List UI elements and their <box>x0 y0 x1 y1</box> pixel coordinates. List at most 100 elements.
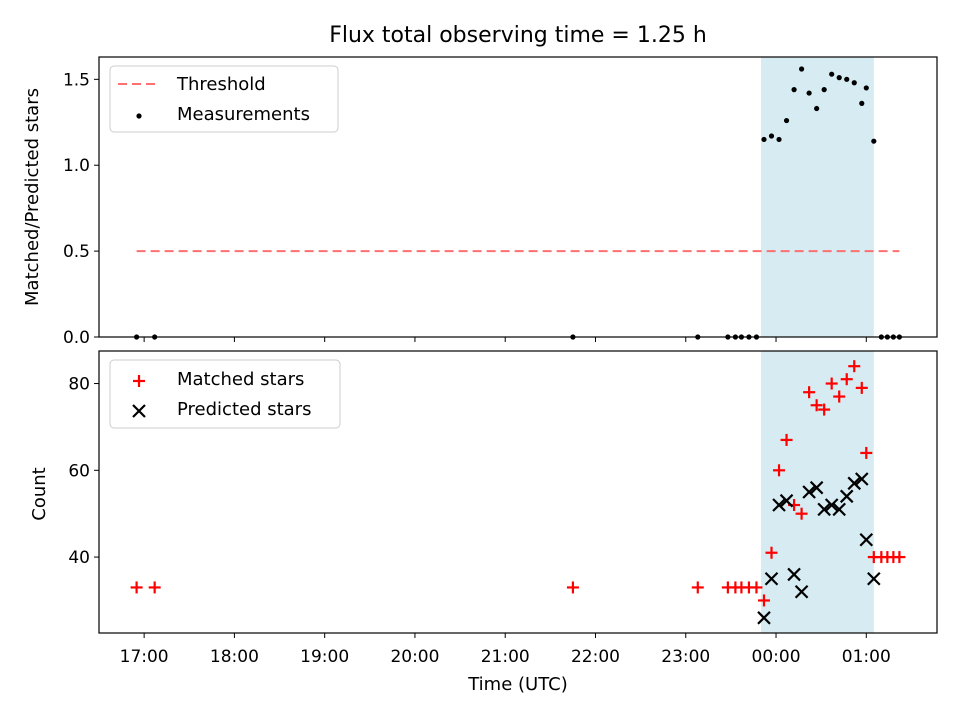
matched-star-point <box>860 446 873 459</box>
matched-star-point <box>825 377 838 390</box>
bottom-observing-window <box>760 351 874 633</box>
x-marker-b <box>764 571 779 586</box>
matched-stars-points <box>130 360 906 607</box>
measurement-point <box>871 138 877 144</box>
top-plot: 0.0 0.5 1.0 1.5 Matched/Predicted stars Thr… <box>22 56 938 348</box>
top-y-ticks: 0.0 0.5 1.0 1.5 <box>63 70 99 348</box>
bottom-y-axis-label: Count <box>29 467 50 520</box>
matched-star-point <box>148 581 161 594</box>
predicted-star-point <box>832 502 846 517</box>
x-marker-b <box>802 485 816 499</box>
predicted-star-point <box>802 485 816 499</box>
y-tick-label: 0.5 <box>63 242 90 262</box>
chart-title: Flux total observing time = 1.25 h <box>329 23 707 48</box>
top-x-ticks <box>143 337 867 342</box>
matched-star-point <box>855 381 868 394</box>
measurement-point <box>783 117 790 124</box>
bottom-x-ticks: 17:00 18:00 19:00 20:00 21:00 22:00 23:00 00:00… <box>120 633 891 667</box>
predicted-star-point <box>764 571 779 586</box>
x-tick-label: 20:00 <box>390 647 439 667</box>
bottom-plot: 40 60 80 17:00 18:00 19:00 20:00 21:00 22:00 23:… <box>29 350 938 695</box>
matched-star-point <box>566 581 579 594</box>
predicted-star-point <box>824 498 839 512</box>
measurements-legend-label: Measurements <box>177 104 310 125</box>
predicted-legend-label: Predicted stars <box>177 399 311 420</box>
x-marker-b <box>832 502 846 517</box>
matched-star-point <box>803 386 816 399</box>
measurement-point <box>859 100 865 106</box>
matched-star-point <box>833 390 846 403</box>
matched-legend-swatch <box>133 375 145 387</box>
x-marker-b <box>867 571 881 586</box>
top-y-axis-label: Matched/Predicted stars <box>22 88 43 306</box>
matched-star-point <box>840 373 853 386</box>
x-marker-b <box>824 498 839 512</box>
top-legend: Threshold Measurements <box>109 65 339 133</box>
x-tick-label: 01:00 <box>842 647 891 667</box>
bottom-y-ticks: 40 60 80 <box>68 375 99 568</box>
predicted-star-point <box>854 472 869 486</box>
matched-star-point <box>691 581 704 594</box>
matched-star-point <box>795 507 808 520</box>
predicted-star-point <box>817 502 831 517</box>
measurement-point <box>798 66 805 72</box>
measurement-point <box>814 105 820 112</box>
top-observing-window <box>760 57 874 337</box>
x-tick-label: 18:00 <box>210 647 259 667</box>
x-marker-b <box>847 476 862 491</box>
predicted-star-point <box>839 489 854 504</box>
predicted-star-point <box>809 480 824 495</box>
predicted-star-point <box>867 571 881 586</box>
predicted-legend-swatch <box>132 404 146 418</box>
threshold-legend-label: Threshold <box>176 74 266 95</box>
predicted-star-point <box>859 532 874 547</box>
measurement-point <box>776 136 782 143</box>
x-tick-label: 21:00 <box>481 647 530 667</box>
measurement-point <box>761 136 767 143</box>
matched-star-point <box>130 581 143 594</box>
y-tick-label: 60 <box>68 461 90 481</box>
predicted-star-point <box>794 585 809 599</box>
x-tick-label: 19:00 <box>300 647 349 667</box>
x-marker-b <box>757 611 771 625</box>
x-marker-b <box>809 480 824 495</box>
matched-star-point <box>773 464 786 477</box>
y-tick-label: 40 <box>68 548 90 568</box>
x-marker-b <box>839 489 854 504</box>
measurement-point <box>791 87 797 93</box>
x-marker-b <box>772 498 786 512</box>
x-axis-label: Time (UTC) <box>467 674 568 695</box>
measurement-point <box>829 71 835 77</box>
measurement-point <box>851 80 857 86</box>
matched-legend-label: Matched stars <box>177 369 304 390</box>
x-tick-label: 23:00 <box>661 647 710 667</box>
measurement-point <box>768 133 775 139</box>
x-tick-label: 17:00 <box>120 647 169 667</box>
predicted-star-point <box>787 567 801 582</box>
measurement-point <box>836 75 842 81</box>
x-marker-b <box>779 493 794 508</box>
bottom-plot-frame <box>98 350 938 634</box>
bottom-legend: Matched stars Predicted stars <box>109 359 341 429</box>
predicted-stars-points <box>757 472 881 625</box>
y-tick-label: 1.5 <box>63 70 90 90</box>
bottom-legend-box <box>109 359 341 429</box>
y-tick-label: 1.0 <box>63 156 90 176</box>
matched-star-point <box>765 546 778 559</box>
y-tick-label: 0.0 <box>63 328 90 348</box>
x-marker-b <box>817 502 831 517</box>
x-marker-b <box>794 585 809 599</box>
x-tick-label: 00:00 <box>752 647 801 667</box>
measurement-point <box>806 90 812 96</box>
x-marker-b <box>787 567 801 582</box>
top-legend-box <box>109 65 339 133</box>
measurement-point <box>844 76 850 82</box>
measurements-legend-swatch <box>136 113 142 119</box>
x-marker-b <box>859 532 874 547</box>
measurement-point <box>863 85 869 91</box>
y-tick-label: 80 <box>68 375 90 395</box>
predicted-star-point <box>779 493 794 508</box>
predicted-star-point <box>772 498 786 512</box>
matched-star-point <box>780 433 793 446</box>
measurement-point <box>821 87 827 93</box>
